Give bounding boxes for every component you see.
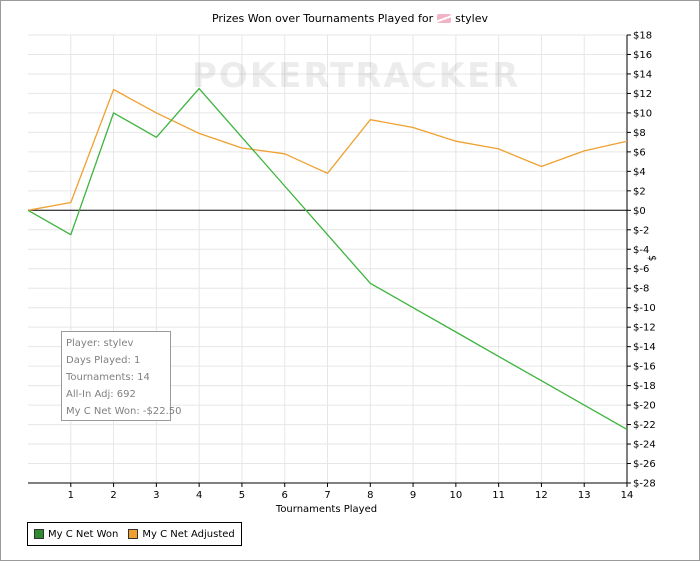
y-tick-label: $8 (633, 128, 646, 139)
chart-title-player: stylev (455, 12, 489, 25)
y-tick-label: $-8 (633, 284, 649, 295)
y-tick-label: $-22 (633, 420, 656, 431)
y-tick-label: $10 (633, 108, 652, 119)
y-tick-label: $14 (633, 69, 652, 80)
y-tick-label: $12 (633, 89, 652, 100)
x-axis-label: Tournaments Played (275, 504, 378, 515)
info-tournaments: Tournaments: 14 (66, 372, 150, 383)
chart-legend: My C Net Won My C Net Adjusted (27, 522, 242, 546)
info-net-won: My C Net Won: -$22.50 (66, 406, 182, 417)
y-tick-label: $-4 (633, 245, 649, 256)
x-tick-label: 6 (282, 490, 288, 501)
y-tick-label: $-18 (633, 381, 656, 392)
y-tick-label: $6 (633, 147, 646, 158)
y-tick-label: $0 (633, 206, 646, 217)
x-tick-label: 12 (535, 490, 548, 501)
y-tick-label: $-10 (633, 303, 656, 314)
x-tick-label: 8 (367, 490, 373, 501)
y-tick-label: $-20 (633, 401, 656, 412)
info-player: Player: stylev (66, 338, 134, 349)
player-info-box: Player: stylev Days Played: 1 Tournament… (61, 331, 182, 421)
legend-swatch-net-won (34, 529, 44, 539)
info-all-in-adj: All-In Adj: 692 (66, 389, 136, 400)
x-tick-label: 3 (153, 490, 159, 501)
x-tick-label: 13 (578, 490, 591, 501)
x-tick-label: 9 (410, 490, 416, 501)
x-tick-label: 10 (449, 490, 462, 501)
y-axis-label: $ (646, 255, 657, 262)
y-tick-label: $-14 (633, 342, 656, 353)
y-tick-label: $-16 (633, 362, 656, 373)
legend-item-net-adjusted: My C Net Adjusted (128, 528, 235, 540)
y-tick-label: $-28 (633, 479, 656, 490)
chart-title-text: Prizes Won over Tournaments Played for (211, 12, 434, 25)
x-tick-label: 7 (324, 490, 330, 501)
x-tick-label: 2 (110, 490, 116, 501)
x-tick-label: 1 (68, 490, 74, 501)
x-tick-label: 4 (196, 490, 202, 501)
x-tick-label: 14 (621, 490, 634, 501)
player-flag-icon (437, 14, 452, 23)
y-tick-label: $-2 (633, 225, 649, 236)
pokertracker-watermark: POKERTRACKER (192, 56, 521, 96)
legend-label-net-adjusted: My C Net Adjusted (142, 528, 235, 540)
chart-title: Prizes Won over Tournaments Played for st… (0, 12, 700, 25)
series-line-net-won (27, 87, 628, 430)
legend-item-net-won: My C Net Won (34, 529, 118, 540)
y-tick-label: $18 (633, 31, 652, 42)
y-tick-label: $-26 (633, 459, 656, 470)
y-tick-label: $-24 (633, 440, 656, 451)
x-tick-label: 5 (239, 490, 245, 501)
x-tick-label: 11 (492, 490, 505, 501)
y-tick-label: $16 (633, 50, 652, 61)
legend-label-net-won: My C Net Won (48, 528, 119, 540)
y-tick-label: $-12 (633, 323, 656, 334)
y-tick-label: $-6 (633, 264, 649, 275)
legend-swatch-net-adjusted (128, 529, 139, 539)
y-tick-label: $2 (633, 186, 646, 197)
info-days-played: Days Played: 1 (66, 355, 141, 366)
series-line-net-adjusted (27, 88, 628, 211)
y-tick-label: $4 (633, 167, 646, 178)
